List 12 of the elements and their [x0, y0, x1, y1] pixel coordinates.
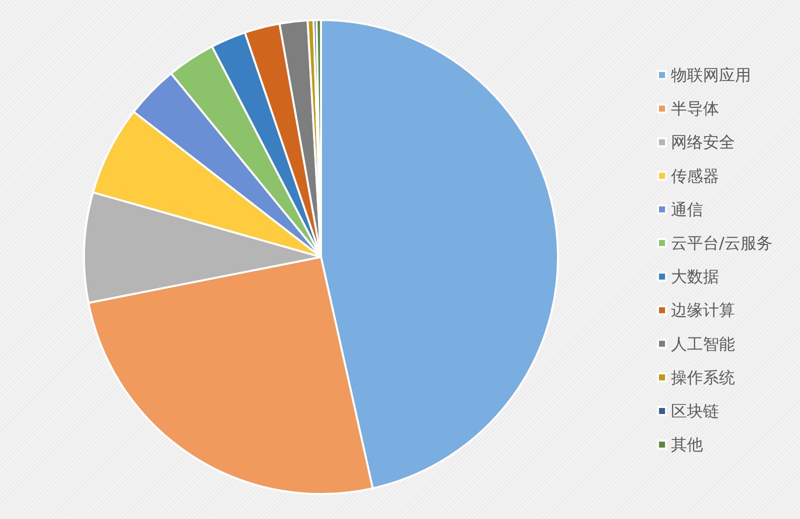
legend-label: 云平台/云服务 [671, 234, 772, 252]
legend-label: 大数据 [671, 267, 719, 286]
legend-label: 传感器 [671, 166, 719, 186]
legend-label: 其他 [671, 435, 703, 454]
legend-label: 边缘计算 [671, 300, 735, 320]
legend-label: 半导体 [671, 99, 719, 118]
legend-label: 操作系统 [671, 368, 735, 387]
legend-label: 通信 [671, 200, 703, 219]
legend-label: 物联网应用 [671, 66, 751, 84]
legend-label: 区块链 [671, 402, 719, 420]
legend-label: 人工智能 [671, 334, 735, 354]
legend-label: 网络安全 [671, 132, 735, 152]
